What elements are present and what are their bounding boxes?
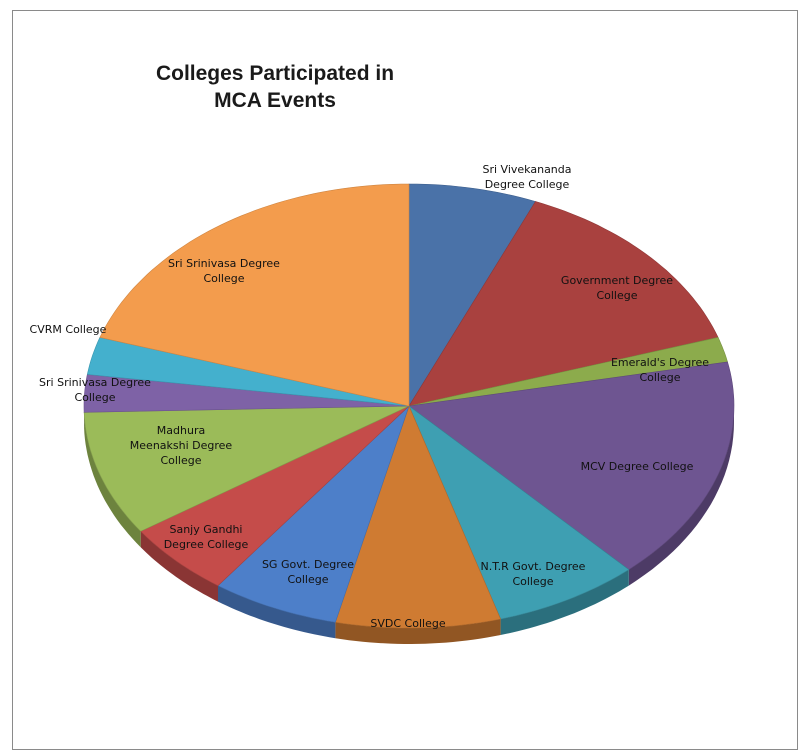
slice-label-cvrm-college-11: CVRM College bbox=[30, 323, 107, 336]
slice-label-mcv-degree-college-4: MCV Degree College bbox=[581, 460, 694, 473]
pie-slice-svdc-college-6 bbox=[335, 405, 502, 629]
slice-label-n-t-r-govt-degree-college-5: N.T.R Govt. Degree College bbox=[481, 560, 586, 588]
pie-slice-government-degree-college-2 bbox=[408, 201, 719, 407]
slice-label-sanjy-gandhi-degree-college-8: Sanjy Gandhi Degree College bbox=[164, 523, 249, 551]
pie-slice-side-9 bbox=[84, 412, 141, 548]
pie-slice-sg-govt-degree-college-7 bbox=[217, 405, 410, 623]
chart-title: Colleges Participated in MCA Events bbox=[110, 60, 440, 114]
slice-label-sri-srinivasa-degree-college-10: Sri Srinivasa Degree College bbox=[39, 376, 151, 404]
pie-slice-sri-srinivasa-degree-college-12 bbox=[99, 183, 410, 407]
chart-title-line-1: Colleges Participated in bbox=[155, 62, 395, 85]
pie-slice-madhura-meenakshi-degree-college-9 bbox=[83, 405, 410, 532]
pie-slices bbox=[83, 183, 735, 629]
chart-title-line-2: MCA Events bbox=[214, 89, 336, 112]
pie-labels: Sri Vivekananda Degree College Government … bbox=[30, 163, 710, 630]
slice-label-svdc-college-6: SVDC College bbox=[370, 617, 445, 630]
pie-slice-sri-srinivasa-degree-college-10 bbox=[83, 374, 410, 413]
slice-label-sri-srinivasa-degree-college-12: Sri Srinivasa Degree College bbox=[168, 257, 280, 285]
slice-label-sg-govt-degree-college-7: SG Govt. Degree College bbox=[262, 558, 354, 586]
pie-slice-side-5 bbox=[500, 569, 629, 635]
pie-slice-side-4 bbox=[628, 406, 734, 586]
pie-slice-sri-vivekananda-degree-college-1 bbox=[408, 183, 536, 408]
pie-slice-side-6 bbox=[335, 619, 501, 644]
pie-slice-mcv-degree-college-4 bbox=[408, 361, 735, 570]
slice-label-sri-vivekananda-degree-college-1: Sri Vivekananda Degree College bbox=[483, 163, 572, 191]
pie-slice-cvrm-college-11 bbox=[86, 337, 410, 407]
pie-slice-emerald-s-degree-college-3 bbox=[408, 337, 728, 407]
pie-slice-n-t-r-govt-degree-college-5 bbox=[408, 405, 630, 620]
slice-label-emerald-s-degree-college-3: Emerald's Degree College bbox=[611, 356, 709, 384]
slice-label-government-degree-college-2: Government Degree College bbox=[561, 274, 673, 302]
pie-slice-sanjy-gandhi-degree-college-8 bbox=[140, 405, 410, 586]
slice-label-madhura-meenakshi-degree-college-9: Madhura Meenakshi Degree College bbox=[130, 424, 233, 467]
